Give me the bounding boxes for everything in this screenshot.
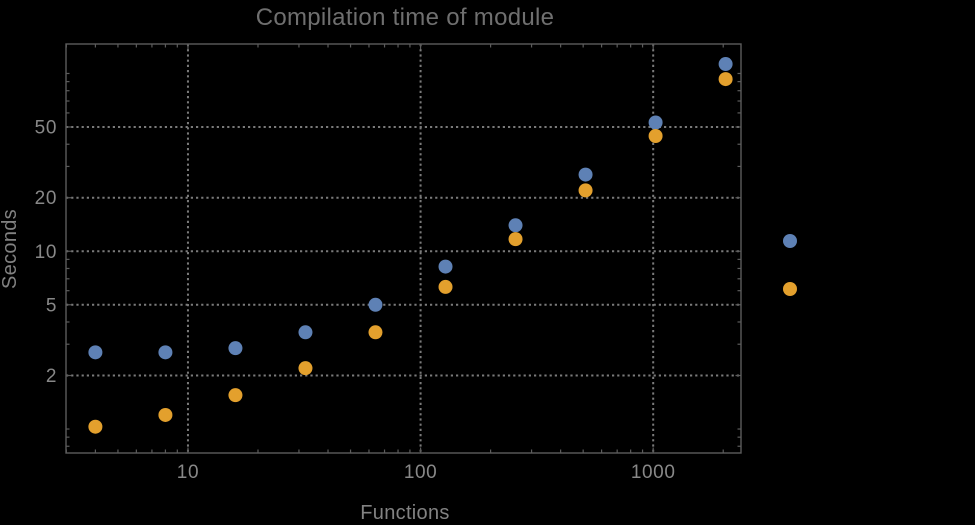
data-point-series-1-blue xyxy=(228,341,243,356)
y-tick-label: 10 xyxy=(35,242,57,263)
data-point-series-2-orange xyxy=(228,388,243,403)
data-point-series-2-orange xyxy=(158,407,173,422)
data-point-series-1-blue xyxy=(368,297,383,312)
x-tick-label: 10 xyxy=(177,462,199,483)
data-point-series-1-blue xyxy=(648,115,663,130)
gridlines xyxy=(66,44,741,453)
x-tick-label: 1000 xyxy=(631,462,676,483)
data-point-series-1-blue xyxy=(88,345,103,360)
x-axis-label: Functions xyxy=(360,502,449,524)
tick-labels: 10 100 1000 2 5 10 20 50 xyxy=(35,117,676,483)
data-point-series-2-orange xyxy=(718,72,733,87)
circle-marker-icon xyxy=(783,234,797,248)
y-tick-label: 50 xyxy=(35,117,57,138)
data-point-series-2-orange xyxy=(438,279,453,294)
data-point-series-2-orange xyxy=(368,325,383,340)
data-point-series-2-orange xyxy=(648,128,663,143)
data-point-series-1-blue xyxy=(438,259,453,274)
data-point-series-1-blue xyxy=(578,167,593,182)
tick-marks xyxy=(65,44,741,453)
y-tick-label: 2 xyxy=(46,366,57,387)
y-tick-label: 5 xyxy=(46,295,57,316)
data-point-series-1-blue xyxy=(158,345,173,360)
data-points xyxy=(88,57,733,434)
data-point-series-1-blue xyxy=(298,325,313,340)
y-axis-label: Seconds xyxy=(0,209,21,289)
data-point-series-1-blue xyxy=(508,218,523,233)
legend-markers xyxy=(783,234,797,296)
data-point-series-2-orange xyxy=(88,419,103,434)
chart-title: Compilation time of module xyxy=(256,4,555,31)
data-point-series-1-blue xyxy=(718,57,733,72)
data-point-series-2-orange xyxy=(578,183,593,198)
x-tick-label: 100 xyxy=(404,462,438,483)
data-point-series-2-orange xyxy=(298,361,313,376)
circle-marker-icon xyxy=(783,282,797,296)
y-tick-label: 20 xyxy=(35,188,57,209)
plot-frame xyxy=(65,43,742,454)
data-point-series-2-orange xyxy=(508,232,523,247)
